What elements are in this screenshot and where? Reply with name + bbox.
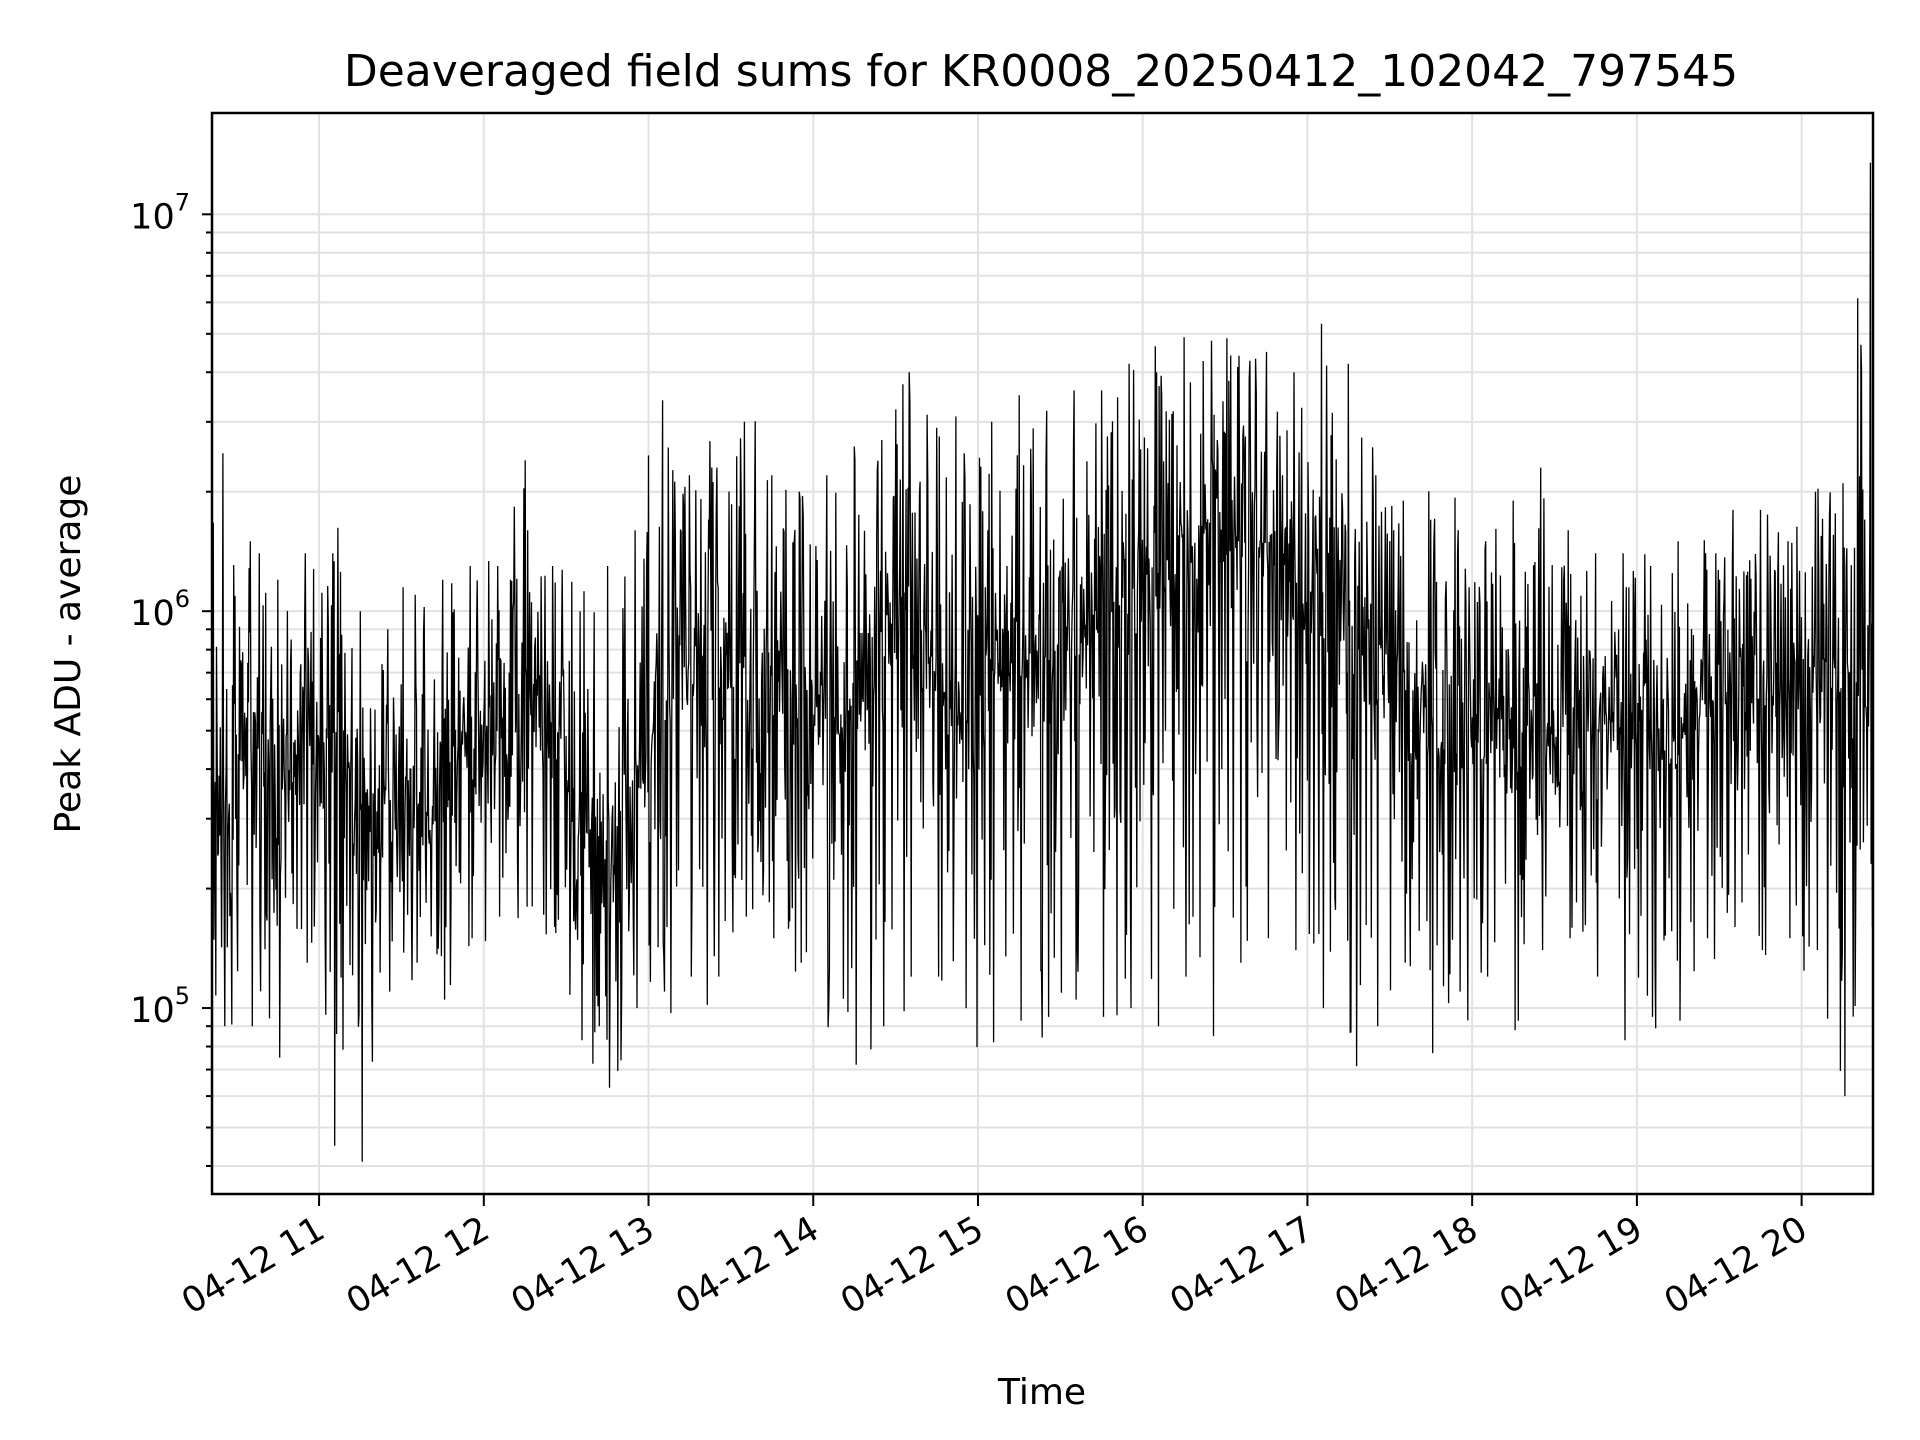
y-axis: 105 106 107 [130, 188, 212, 1167]
y-axis-label: Peak ADU - average [48, 475, 89, 834]
x-axis-label: Time [997, 1372, 1086, 1413]
y-tick-label: 105 [130, 982, 190, 1031]
chart-title: Deaveraged field sums for KR0008_2025041… [344, 46, 1738, 97]
y-tick-label: 106 [130, 585, 190, 634]
series-line [212, 162, 1873, 1162]
y-tick-label: 107 [130, 188, 190, 237]
plot-area [212, 162, 1873, 1162]
plot-frame [210, 111, 1875, 1196]
